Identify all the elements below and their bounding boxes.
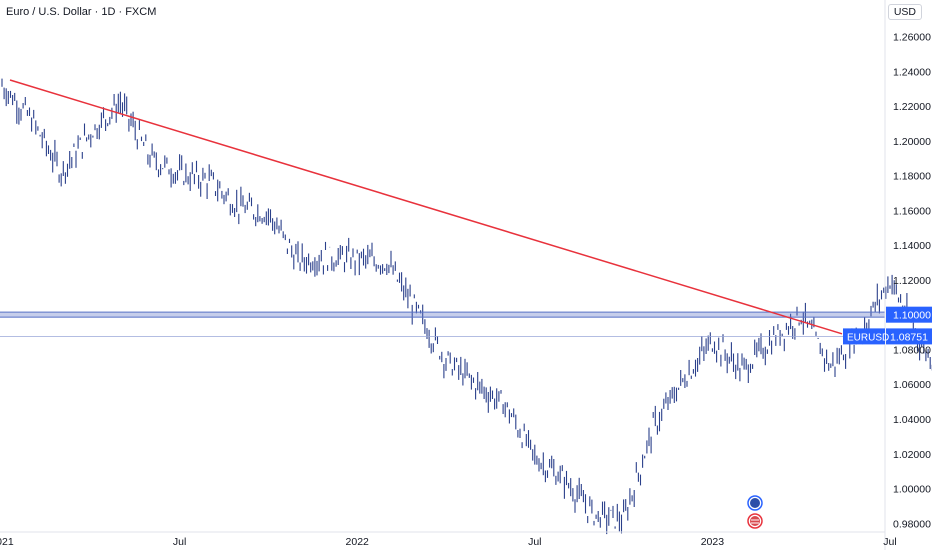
x-tick-label: 2021	[0, 536, 14, 548]
y-tick-label: 1.00000	[893, 484, 931, 496]
highlight-level-badge	[886, 306, 932, 323]
y-tick-label: 1.06000	[893, 379, 931, 391]
currency-selector[interactable]: USD	[887, 4, 922, 20]
y-tick-label: 1.22000	[893, 101, 931, 113]
symbol-badge	[843, 328, 885, 345]
x-tick-label: Jul	[173, 536, 186, 548]
us-event-icon[interactable]	[747, 513, 763, 529]
last-price-badge	[886, 328, 932, 345]
y-tick-label: 0.98000	[893, 518, 931, 530]
x-tick-label: 2023	[701, 536, 725, 548]
x-tick-label: 2022	[346, 536, 370, 548]
y-tick-label: 1.12000	[893, 275, 931, 287]
eu-event-icon[interactable]	[747, 495, 763, 511]
y-tick-label: 1.02000	[893, 449, 931, 461]
y-tick-label: 1.14000	[893, 240, 931, 252]
x-tick-label: Jul	[883, 536, 896, 548]
y-tick-label: 1.04000	[893, 414, 931, 426]
candle-series	[1, 78, 932, 535]
y-tick-label: 1.18000	[893, 171, 931, 183]
eu-flag-fill	[750, 498, 760, 508]
y-tick-label: 1.24000	[893, 66, 931, 78]
y-tick-label: 1.26000	[893, 32, 931, 44]
last-price-label: 1.08751	[890, 331, 928, 343]
chart-title: Euro / U.S. Dollar · 1D · FXCM	[6, 6, 157, 18]
y-tick-label: 1.10000	[893, 310, 931, 322]
us-flag-fill	[750, 516, 760, 526]
symbol-label: EURUSD	[847, 332, 889, 343]
x-tick-label: Jul	[528, 536, 541, 548]
trendline[interactable]	[9, 79, 843, 335]
y-tick-label: 1.16000	[893, 205, 931, 217]
resistance-band	[0, 311, 885, 318]
y-tick-label: 1.08000	[893, 344, 931, 356]
y-tick-label: 1.20000	[893, 136, 931, 148]
